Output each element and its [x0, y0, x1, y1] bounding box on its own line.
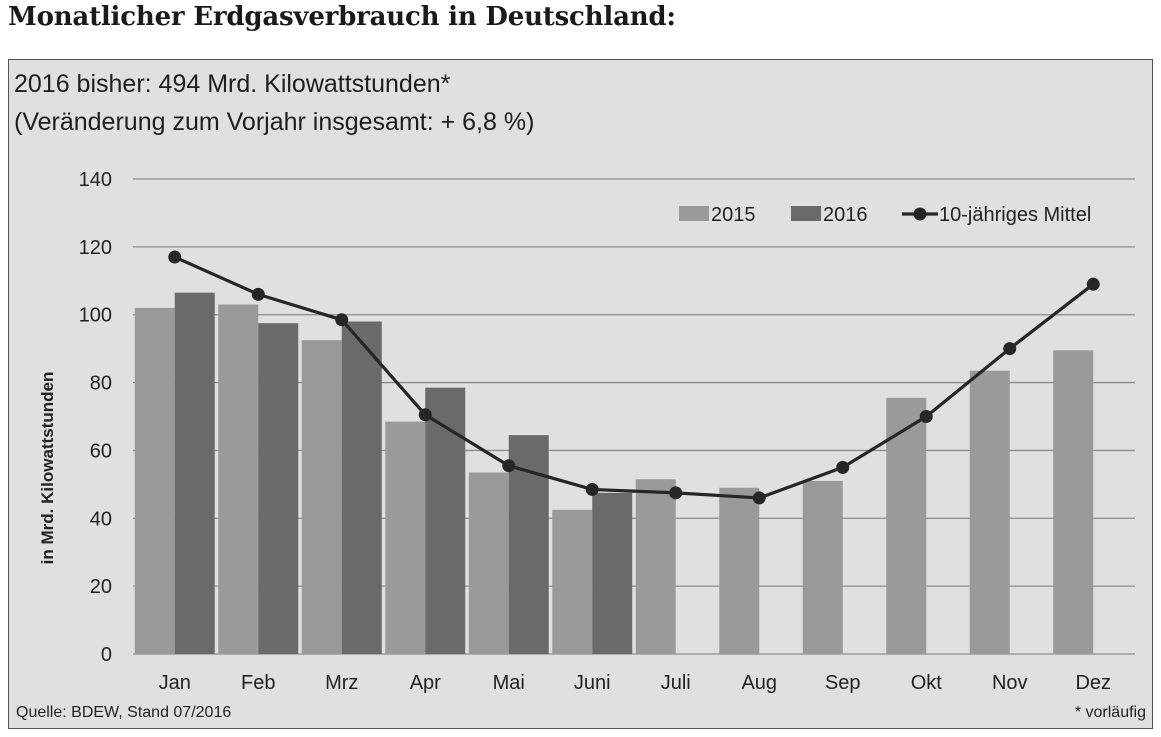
- bar-2015: [802, 480, 843, 654]
- x-tick-label: Apr: [410, 672, 441, 694]
- mean-point: [502, 459, 516, 473]
- chart-panel: 0 20 40 60 80 100 120 140 Jan Feb Mrz Apr Mai Juni Ju…: [8, 59, 1153, 729]
- legend-label-2016: 2016: [823, 204, 868, 226]
- y-tick-label: 20: [90, 576, 112, 598]
- grid-layer: [133, 178, 1135, 655]
- legend: 2015 2016 10-jähriges Mittel: [679, 204, 1091, 226]
- footnote: * vorläufig: [1074, 704, 1146, 721]
- bar-2015: [969, 370, 1010, 654]
- y-tick-label: 140: [79, 169, 112, 191]
- bar-2016: [258, 323, 299, 654]
- legend-swatch-2015: [679, 206, 709, 221]
- mean-point: [251, 287, 265, 301]
- mean-point: [1003, 342, 1017, 356]
- x-tick-label: Nov: [992, 672, 1028, 694]
- x-tick-label: Juni: [574, 672, 611, 694]
- source-note: Quelle: BDEW, Stand 07/2016: [16, 704, 232, 721]
- bar-2015: [301, 340, 342, 654]
- bar-2016: [341, 321, 382, 654]
- mean-point: [919, 410, 933, 423]
- bar-2016: [174, 292, 215, 654]
- y-tick-label: 100: [79, 305, 112, 327]
- mean-point: [836, 460, 850, 474]
- mean-point: [1086, 277, 1100, 291]
- mean-point: [335, 313, 349, 327]
- legend-label-mean: 10-jähriges Mittel: [939, 204, 1091, 226]
- x-tick-label: Feb: [241, 672, 275, 694]
- legend-label-2015: 2015: [711, 204, 756, 226]
- bar-2015: [134, 307, 175, 654]
- bar-2016: [592, 492, 633, 654]
- y-tick-label: 120: [79, 237, 112, 259]
- x-tick-label: Sep: [825, 672, 861, 694]
- chart-svg: 0 20 40 60 80 100 120 140 Jan Feb Mrz Apr Mai Juni Ju…: [38, 169, 1135, 694]
- y-tick-label: 40: [90, 508, 112, 530]
- mean-line: [174, 255, 1095, 500]
- legend-swatch-2016: [791, 206, 821, 221]
- mean-point: [669, 486, 683, 500]
- x-tick-label: Mrz: [325, 672, 358, 694]
- x-tick-label: Jan: [159, 672, 191, 694]
- x-tick-label: Aug: [741, 672, 777, 694]
- x-tick-label: Juli: [661, 672, 691, 694]
- chart-subtitle: (Veränderung zum Vorjahr insgesamt: + 6,…: [14, 108, 535, 136]
- page-heading: Monatlicher Erdgasverbrauch in Deutschla…: [8, 2, 676, 32]
- x-tick-label: Okt: [911, 672, 943, 694]
- y-tick-labels: 0 20 40 60 80 100 120 140: [79, 169, 112, 666]
- mean-point: [168, 250, 182, 264]
- bar-2016: [425, 387, 466, 654]
- bar-2015: [552, 509, 593, 654]
- bar-2015: [468, 472, 509, 654]
- bar-2015: [385, 421, 426, 654]
- x-tick-labels: Jan Feb Mrz Apr Mai Juni Juli Aug Sep Okt Nov Dez: [159, 672, 1111, 694]
- mean-point: [418, 408, 432, 422]
- bar-layer: [134, 292, 1094, 654]
- x-tick-label: Dez: [1075, 672, 1111, 694]
- y-tick-label: 60: [90, 440, 112, 462]
- y-axis-label: in Mrd. Kilowattstunden: [38, 372, 57, 565]
- chart-title: 2016 bisher: 494 Mrd. Kilowattstunden*: [14, 70, 451, 98]
- mean-point: [585, 482, 599, 496]
- legend-marker-mean: [913, 207, 927, 221]
- y-tick-label: 80: [90, 373, 112, 395]
- mean-line-layer: [168, 250, 1100, 505]
- bar-2015: [218, 304, 259, 654]
- bar-2015: [886, 397, 927, 654]
- bar-2015: [635, 479, 676, 654]
- bar-2015: [1053, 350, 1094, 654]
- x-tick-label: Mai: [493, 672, 525, 694]
- bar-2015: [719, 487, 760, 654]
- mean-point: [752, 491, 766, 505]
- y-tick-label: 0: [101, 644, 112, 666]
